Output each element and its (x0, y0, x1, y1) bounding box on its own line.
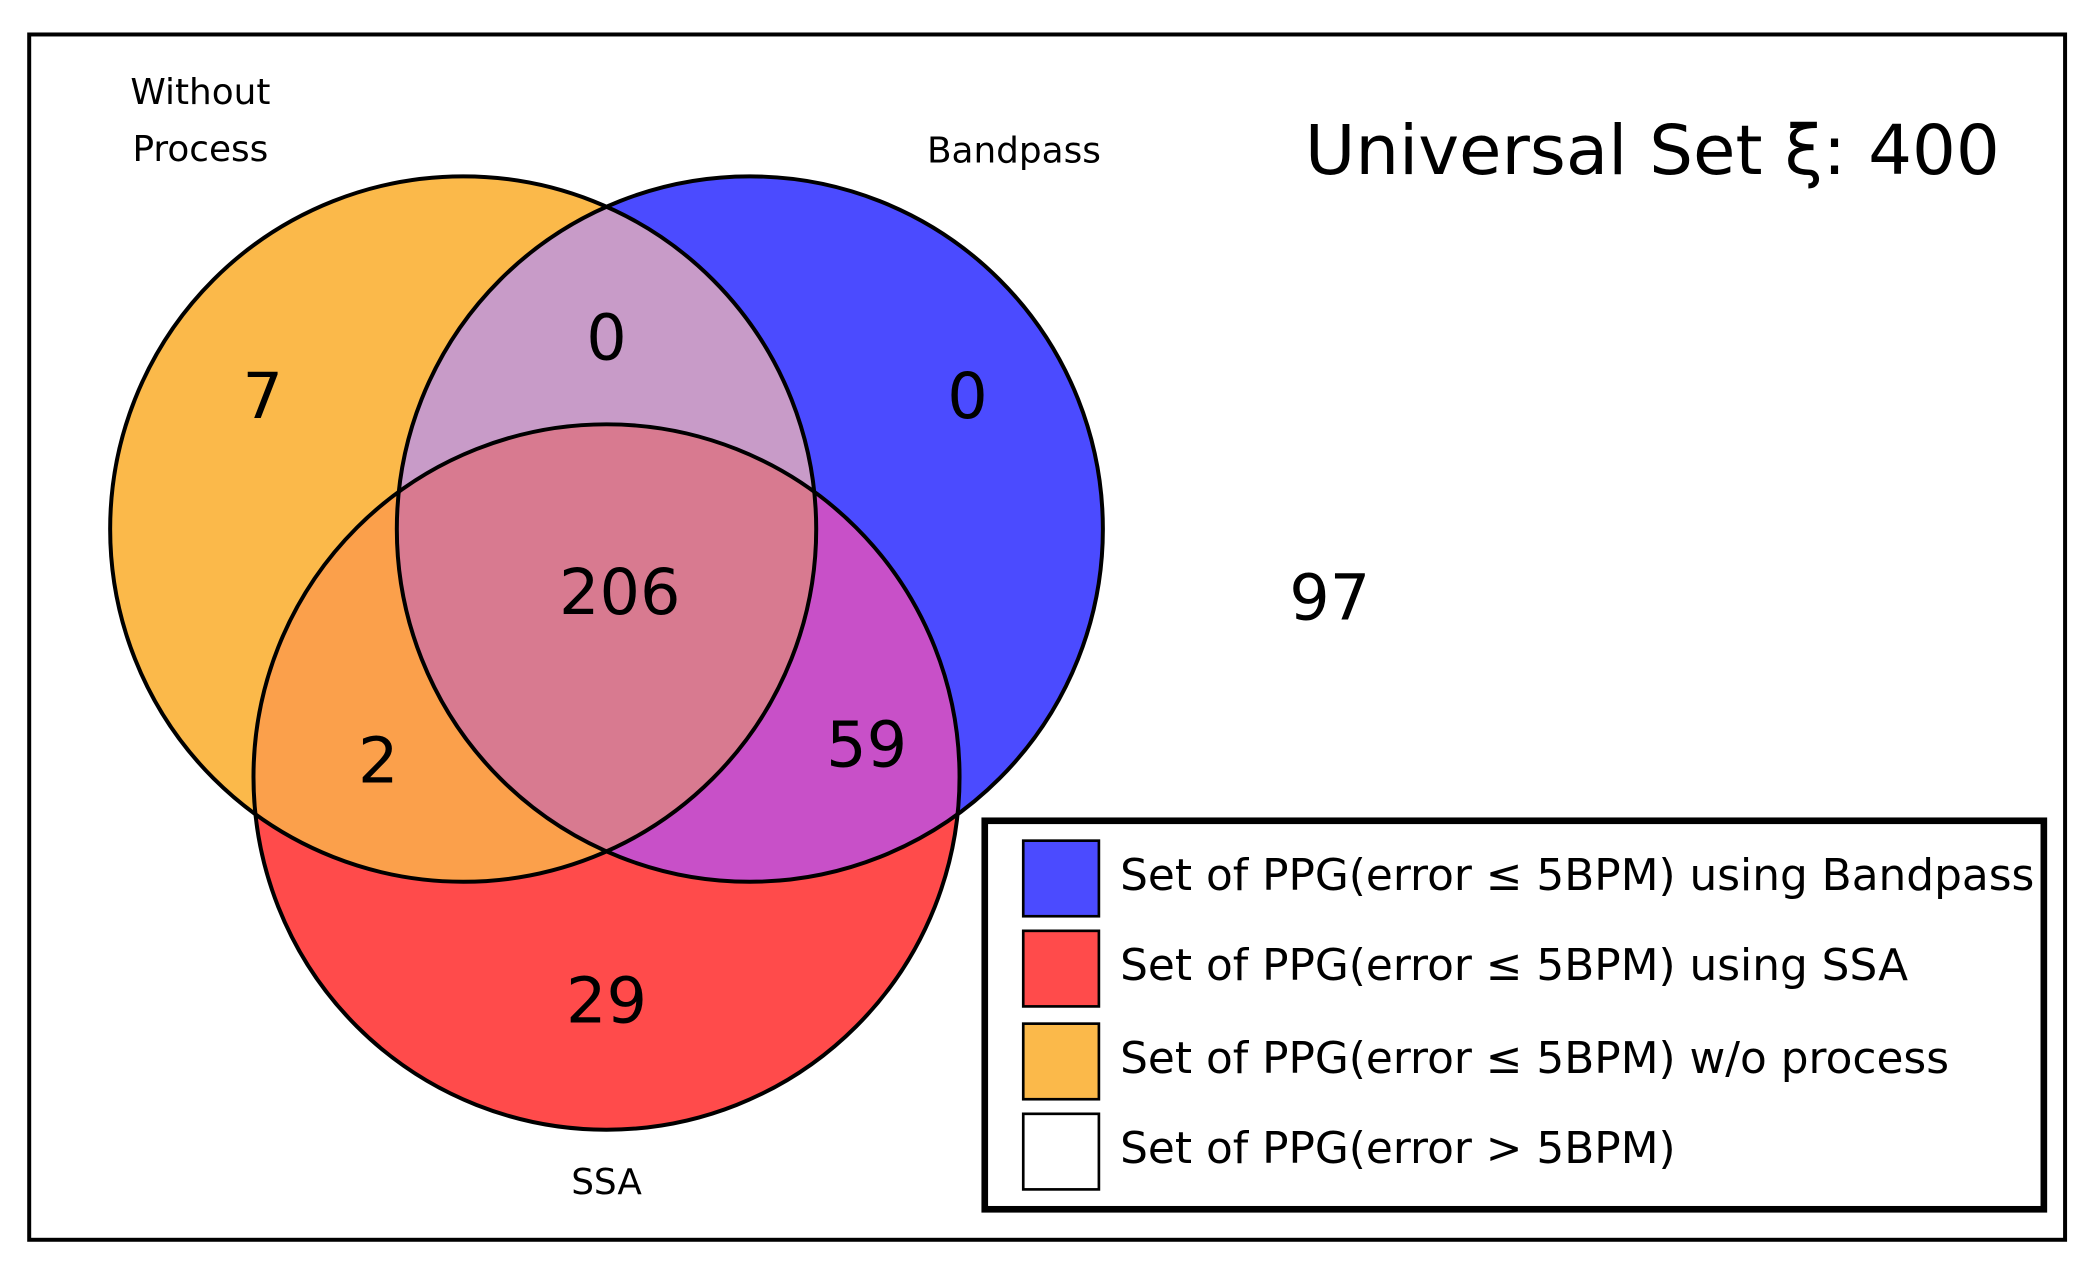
region-count: 7 (243, 360, 284, 434)
set-label: SSA (571, 1162, 642, 1203)
set-label: Bandpass (927, 130, 1101, 171)
legend (981, 817, 2048, 1213)
region-count: 0 (586, 302, 627, 376)
legend-label: Set of PPG(error ≤ 5BPM) w/o process (1120, 1033, 1949, 1084)
legend-label: Set of PPG(error ≤ 5BPM) using SSA (1120, 940, 1908, 991)
universal-set: Universal Set ξ: 400 (1305, 111, 2000, 191)
universal-label: Universal Set ξ: (1305, 111, 1846, 191)
legend-swatch (1021, 839, 1101, 918)
region-count: 97 (1289, 562, 1370, 636)
outline (251, 422, 962, 1132)
outline (108, 174, 819, 884)
overlap-all (396, 424, 817, 882)
legend-swatch (1021, 1022, 1101, 1101)
legend-swatch (1021, 929, 1101, 1008)
legend-label: Set of PPG(error > 5BPM) (1120, 1123, 1675, 1174)
region-count: 2 (358, 725, 399, 799)
legend-items: Set of PPG(error ≤ 5BPM) using Bandpass S… (1021, 839, 2034, 1191)
region-count: 29 (566, 965, 647, 1039)
legend-label: Set of PPG(error ≤ 5BPM) using Bandpass (1120, 850, 2034, 901)
set-label: Without (130, 72, 270, 113)
region-count: 59 (826, 709, 907, 783)
universal-value: 400 (1868, 111, 2000, 191)
set-label: Process (132, 129, 268, 170)
region-count: 206 (559, 556, 681, 630)
outline (394, 174, 1105, 884)
region-count: 0 (947, 360, 988, 434)
legend-swatch (1021, 1112, 1101, 1191)
